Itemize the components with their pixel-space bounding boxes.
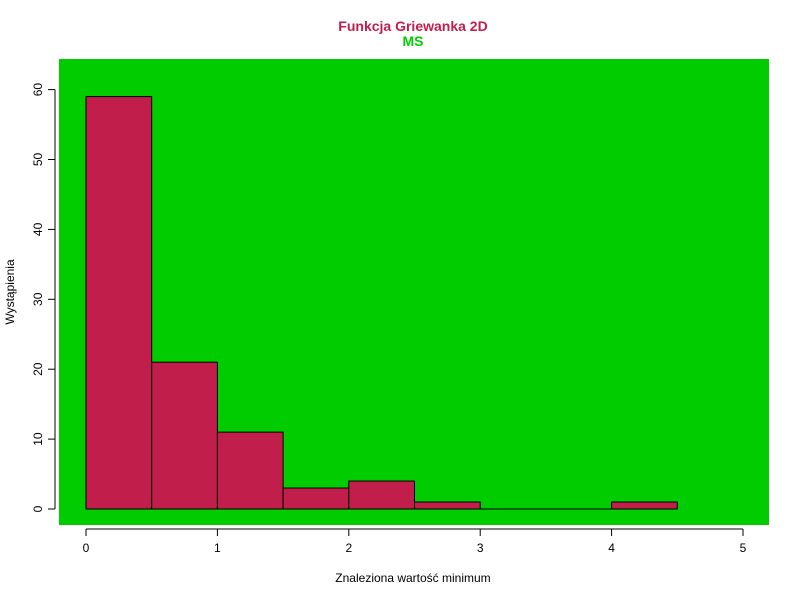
- x-tick-label: 1: [214, 541, 221, 555]
- histogram-bar: [216, 431, 284, 510]
- histogram-bar: [282, 487, 350, 510]
- histogram-bar: [611, 501, 678, 510]
- y-tick-label: 50: [31, 153, 45, 167]
- x-tick-label: 5: [740, 541, 747, 555]
- y-tick-label: 40: [31, 222, 45, 236]
- histogram-bar: [151, 361, 218, 510]
- x-tick-label: 2: [345, 541, 352, 555]
- y-tick-label: 0: [31, 505, 45, 512]
- x-axis-label: Znaleziona wartość minimum: [335, 571, 490, 585]
- x-tick-label: 0: [83, 541, 90, 555]
- y-axis: 0 10 20 30 40 50 60: [31, 83, 56, 512]
- bars-group: [85, 96, 678, 510]
- x-tick-label: 4: [608, 541, 615, 555]
- y-axis-label: Wystąpienia: [3, 259, 17, 325]
- y-tick-label: 20: [31, 362, 45, 376]
- chart-subtitle: MS: [403, 33, 424, 49]
- x-tick-label: 3: [477, 541, 484, 555]
- histogram-bar: [85, 96, 153, 510]
- y-tick-label: 60: [31, 83, 45, 97]
- histogram-bar: [348, 480, 415, 510]
- chart-title: Funkcja Griewanka 2D: [338, 18, 487, 34]
- y-tick-label: 10: [31, 432, 45, 446]
- y-tick-label: 30: [31, 292, 45, 306]
- x-axis: 0 1 2 3 4 5: [83, 528, 747, 555]
- histogram-bar: [414, 501, 481, 510]
